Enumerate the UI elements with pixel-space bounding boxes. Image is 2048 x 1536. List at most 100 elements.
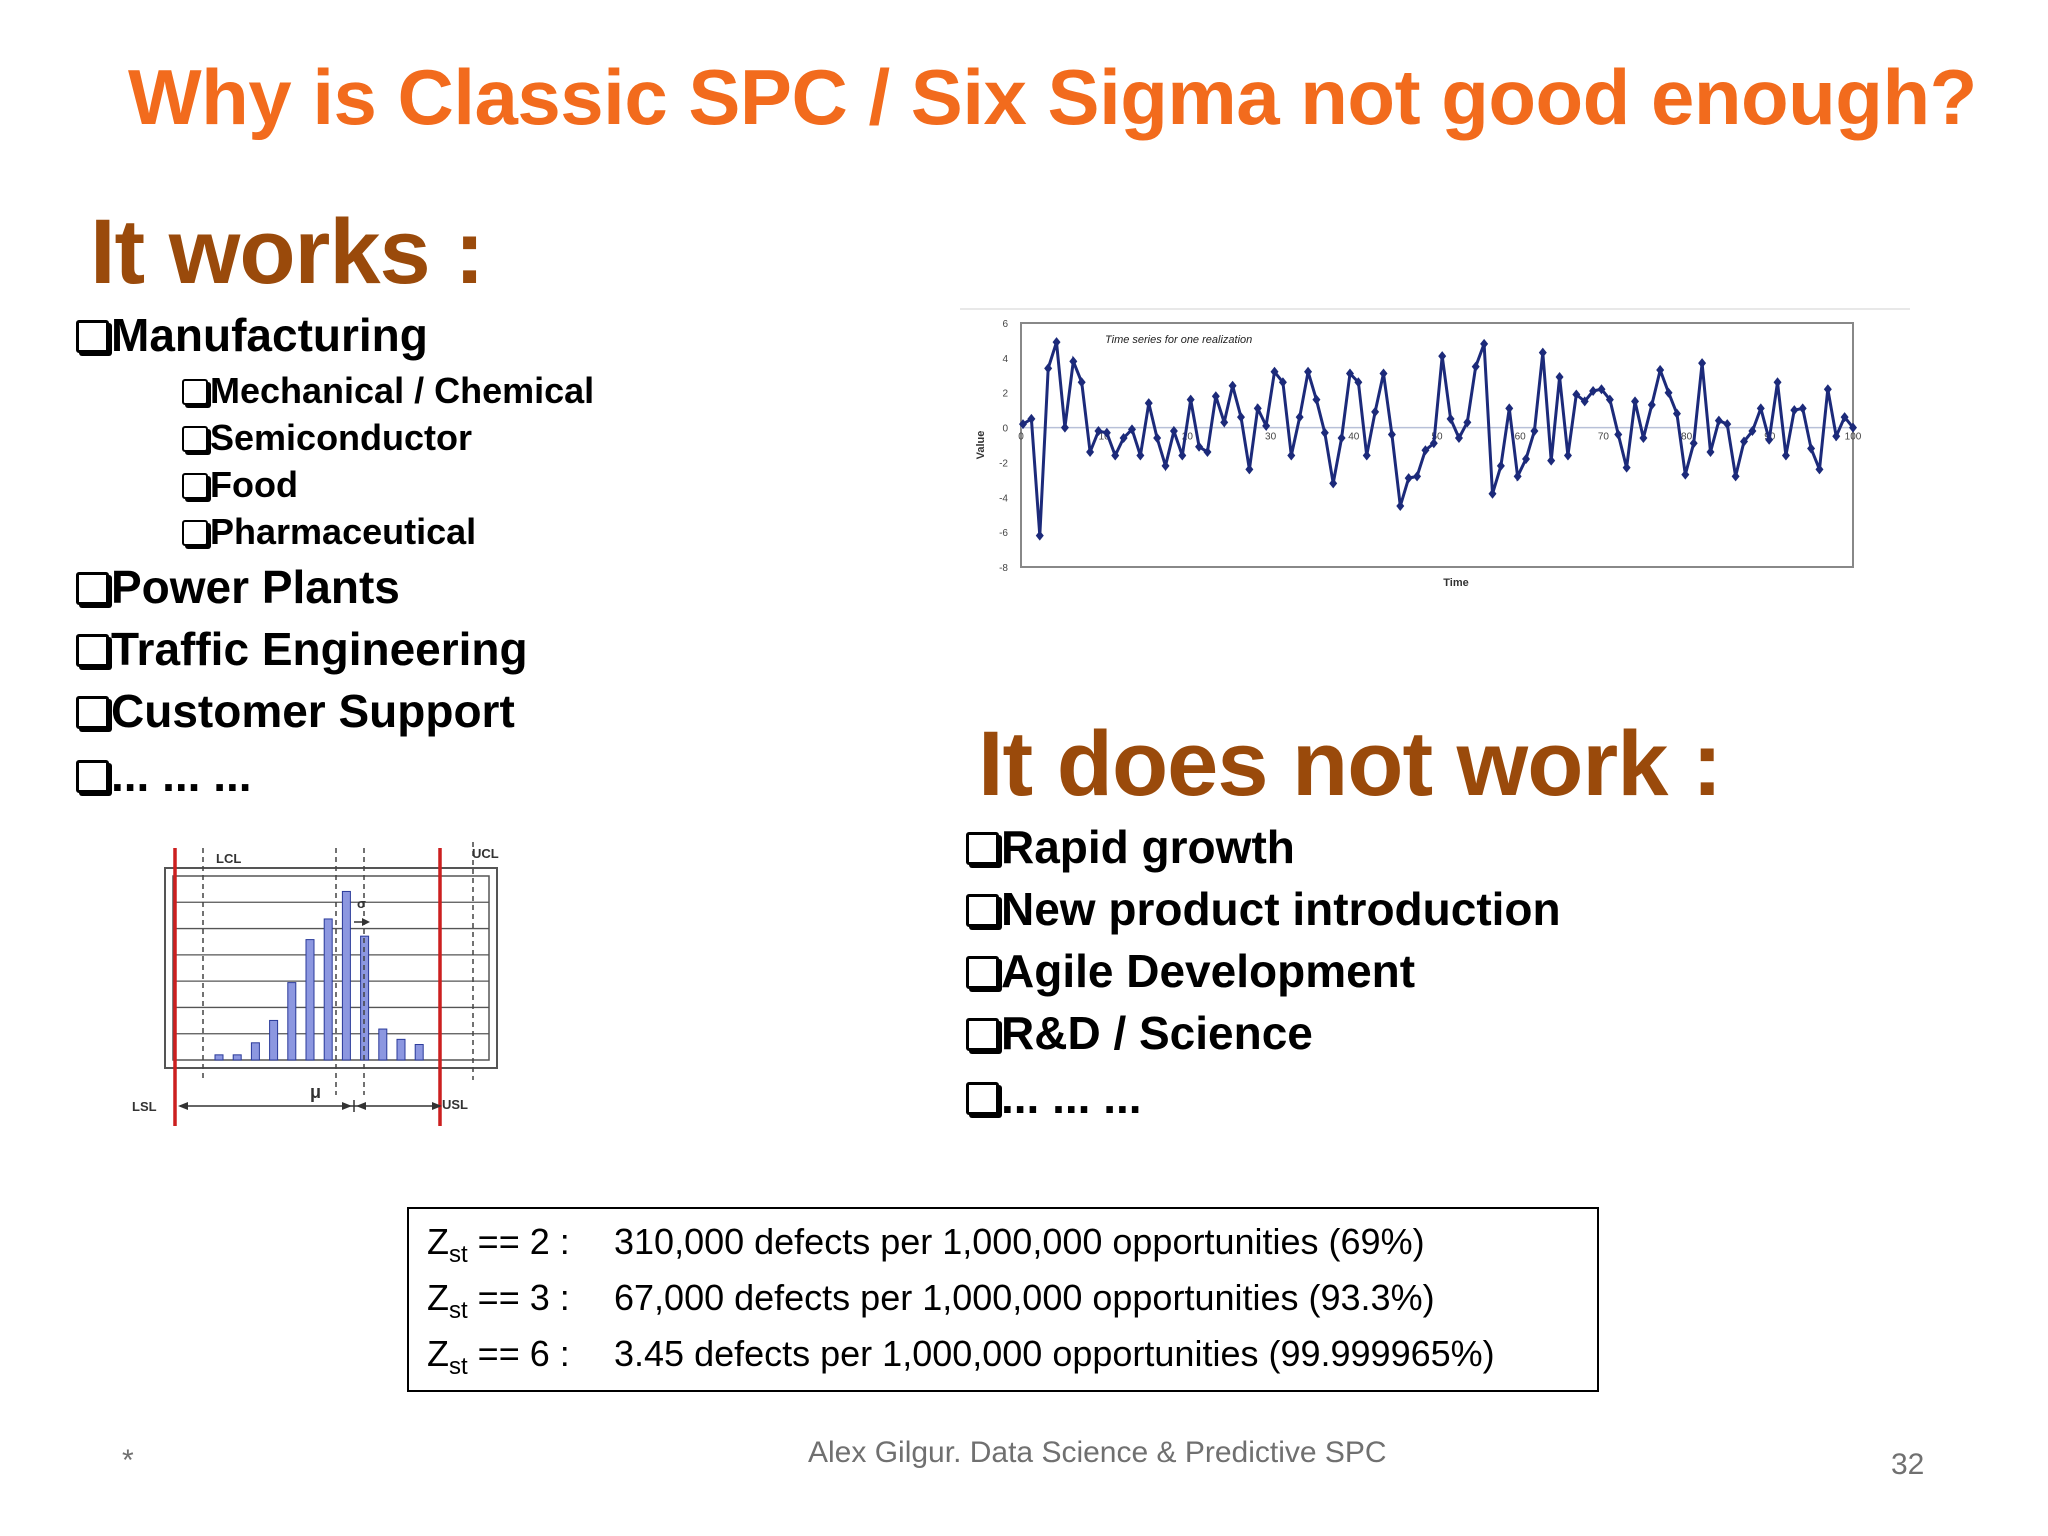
data-point	[1530, 426, 1539, 437]
data-point	[1253, 403, 1262, 414]
works-item-label: Manufacturing	[111, 309, 428, 361]
checkbox-bullet-icon	[76, 572, 109, 605]
data-point	[1815, 464, 1824, 475]
not-work-item-label: Rapid growth	[1001, 821, 1295, 873]
checkbox-bullet-icon	[966, 956, 999, 989]
z-score-table: Zst == 2 : 310,000 defects per 1,000,000 …	[407, 1207, 1599, 1392]
data-point	[1672, 408, 1681, 419]
z-row: Zst == 2 : 310,000 defects per 1,000,000 …	[427, 1221, 1425, 1269]
mu-label: μ	[310, 1082, 321, 1102]
data-point	[1681, 469, 1690, 480]
data-point	[1396, 501, 1405, 511]
data-point	[1270, 366, 1279, 377]
series-line	[1022, 341, 1855, 536]
data-point	[1086, 446, 1095, 457]
data-point	[1488, 488, 1497, 499]
z-condition: == 2 :	[467, 1221, 570, 1262]
z-symbol: Z	[427, 1277, 449, 1318]
usl-label: USL	[442, 1097, 468, 1112]
histogram-bar	[323, 918, 333, 1061]
x-tick-label: 20	[1182, 432, 1194, 443]
data-point	[1555, 372, 1564, 383]
data-point	[1144, 398, 1153, 409]
data-point	[1790, 405, 1799, 416]
data-point	[1756, 403, 1765, 414]
data-point	[1178, 450, 1187, 461]
data-point	[1639, 433, 1648, 444]
data-point	[1295, 412, 1304, 423]
works-item: Semiconductor	[182, 417, 472, 459]
data-point	[1052, 337, 1061, 348]
footer-text: Alex Gilgur. Data Science & Predictive S…	[808, 1436, 1387, 1469]
data-point	[1740, 436, 1749, 447]
data-point	[1647, 399, 1656, 410]
data-point	[1027, 413, 1036, 424]
x-tick-label: 30	[1265, 432, 1277, 443]
histogram-bar	[269, 1019, 279, 1061]
data-point	[1589, 385, 1598, 396]
data-point	[1748, 426, 1757, 437]
data-point	[1320, 427, 1329, 438]
data-point	[1094, 426, 1103, 437]
not-work-item-label: ... ... ...	[1001, 1071, 1142, 1123]
z-subscript: st	[449, 1353, 468, 1381]
data-point	[1563, 450, 1572, 461]
z-subscript: st	[449, 1297, 468, 1325]
data-point	[1823, 384, 1832, 395]
data-point	[1169, 426, 1178, 437]
lcl-label: LCL	[216, 851, 241, 866]
y-tick-label: 4	[1002, 354, 1008, 365]
data-point	[1354, 377, 1363, 388]
y-tick-label: 6	[1002, 319, 1008, 330]
data-point	[1337, 433, 1346, 444]
data-point	[1069, 356, 1078, 367]
data-point	[1631, 396, 1640, 407]
data-point	[1496, 460, 1505, 471]
z-subscript: st	[449, 1241, 468, 1269]
data-point	[1714, 415, 1723, 426]
data-point	[1538, 347, 1547, 358]
data-point	[1471, 361, 1480, 372]
data-point	[1119, 433, 1128, 444]
data-point	[1706, 446, 1715, 457]
data-point	[1136, 450, 1145, 461]
data-point	[1689, 438, 1698, 449]
histogram-bar	[214, 1054, 224, 1061]
histogram-bar	[341, 890, 351, 1061]
y-tick-label: 0	[1002, 424, 1008, 435]
lsl-label: LSL	[132, 1099, 157, 1114]
data-point	[1522, 453, 1531, 464]
data-point	[1723, 419, 1732, 430]
y-tick-label: 2	[1002, 389, 1008, 400]
data-point	[1832, 431, 1841, 442]
works-item-label: Traffic Engineering	[111, 623, 528, 675]
z-symbol: Z	[427, 1333, 449, 1374]
histogram-bar	[250, 1042, 260, 1061]
works-item-label: ... ... ...	[111, 749, 252, 801]
x-tick-label: 50	[1431, 432, 1443, 443]
spc-histogram-chart: LCL UCL LSL USL μ σ	[132, 842, 499, 1126]
data-point	[1304, 366, 1313, 377]
data-point	[1480, 338, 1489, 349]
x-tick-label: 0	[1018, 432, 1024, 443]
data-point	[1614, 429, 1623, 440]
ucl-label: UCL	[472, 846, 499, 861]
data-point	[1387, 429, 1396, 440]
data-point	[1203, 446, 1212, 457]
data-point	[1513, 471, 1522, 482]
histogram-bar	[287, 982, 297, 1061]
works-item-label: Semiconductor	[210, 417, 473, 458]
data-point	[1798, 403, 1807, 414]
checkbox-bullet-icon	[182, 473, 208, 499]
data-point	[1505, 403, 1514, 414]
checkbox-bullet-icon	[76, 696, 109, 729]
chart-title: Time series for one realization	[1105, 334, 1252, 346]
sigma-label: σ	[357, 896, 366, 911]
data-point	[1597, 384, 1606, 395]
data-point	[1329, 478, 1338, 489]
x-tick-label: 100	[1845, 432, 1862, 443]
data-point	[1454, 433, 1463, 444]
checkbox-bullet-icon	[182, 379, 208, 405]
z-row: Zst == 6 : 3.45 defects per 1,000,000 opp…	[427, 1333, 1495, 1381]
